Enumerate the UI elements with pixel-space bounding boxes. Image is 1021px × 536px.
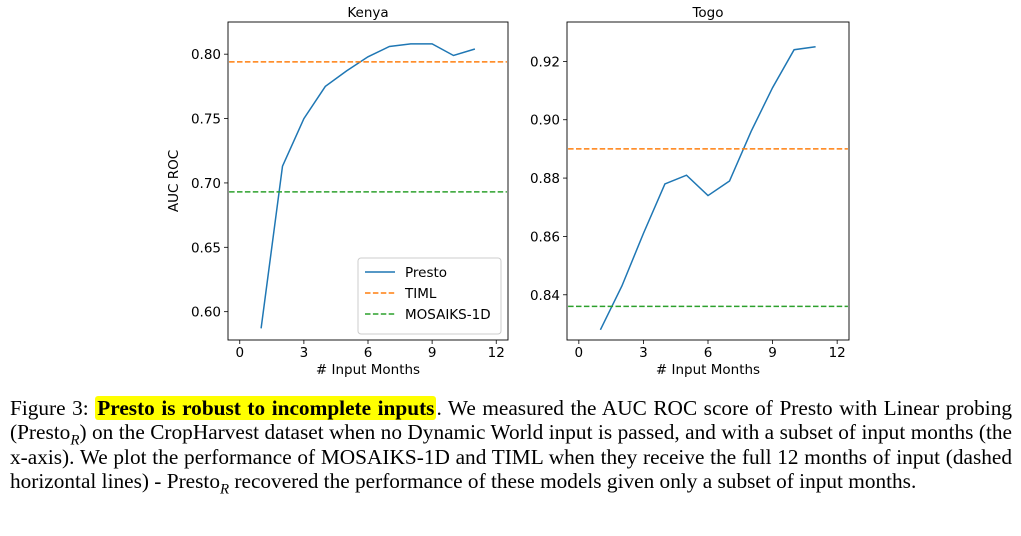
caption-text-3: recovered the performance of these model… <box>229 469 917 494</box>
togo-ytick-label: 0.88 <box>530 171 560 187</box>
kenya-xtick-label: 12 <box>488 345 505 361</box>
kenya-ytick-label: 0.65 <box>191 240 221 256</box>
legend-box <box>357 257 502 335</box>
caption-subscript-1: R <box>70 432 80 449</box>
togo-chart: Togo 0 3 6 9 12 0.84 0.86 0.88 0.90 0.92 # Input Mo… <box>530 5 850 378</box>
kenya-y-axis-label: AUC ROC <box>166 150 182 212</box>
togo-ytick-label: 0.86 <box>530 229 560 245</box>
togo-ytick-label: 0.84 <box>530 288 560 304</box>
togo-x-axis-label: # Input Months <box>656 362 760 378</box>
kenya-ytick-label: 0.80 <box>191 47 221 63</box>
kenya-ytick-label: 0.75 <box>191 112 221 128</box>
kenya-legend: Presto TIML MOSAIKS-1D <box>357 257 502 335</box>
figure-caption: Figure 3: Presto is robust to incomplete… <box>10 396 1012 498</box>
kenya-xtick-label: 6 <box>364 345 373 361</box>
togo-xtick-label: 0 <box>575 345 584 361</box>
kenya-ytick-label: 0.70 <box>191 176 221 192</box>
togo-plot-frame <box>566 21 850 341</box>
caption-prefix: Figure 3: <box>10 396 96 420</box>
legend-presto-label: Presto <box>405 265 447 281</box>
caption-subscript-2: R <box>219 481 230 498</box>
kenya-chart: Kenya 0 3 6 9 12 0.60 0.65 0.70 0.75 0.80 # Input M… <box>166 5 509 378</box>
kenya-ytick-label: 0.60 <box>191 305 221 321</box>
kenya-x-axis-label: # Input Months <box>316 362 420 378</box>
legend-mosaiks-1d-label: MOSAIKS-1D <box>405 307 491 323</box>
togo-xtick-label: 3 <box>639 345 648 361</box>
caption-text-2: ) on the CropHarvest dataset when no Dyn… <box>10 420 1012 494</box>
caption-text-1: . We measured the AUC ROC score of Prest… <box>10 396 1012 445</box>
togo-xtick-label: 12 <box>829 345 846 361</box>
togo-ytick-label: 0.90 <box>530 113 560 129</box>
togo-presto-line <box>599 46 816 331</box>
figure-plots: Kenya 0 3 6 9 12 0.60 0.65 0.70 0.75 0.80 # Input M… <box>166 5 850 378</box>
kenya-xtick-label: 0 <box>235 345 244 361</box>
togo-xtick-label: 6 <box>704 345 713 361</box>
kenya-title: Kenya <box>347 5 388 21</box>
togo-title: Togo <box>691 5 723 21</box>
kenya-xtick-label: 3 <box>300 345 309 361</box>
caption-highlight: Presto is robust to incomplete inputs <box>95 396 437 420</box>
kenya-xtick-label: 9 <box>428 345 437 361</box>
togo-ytick-label: 0.92 <box>530 54 560 70</box>
legend-timl-label: TIML <box>404 286 437 302</box>
kenya-presto-line <box>260 43 476 329</box>
togo-xtick-label: 9 <box>768 345 777 361</box>
